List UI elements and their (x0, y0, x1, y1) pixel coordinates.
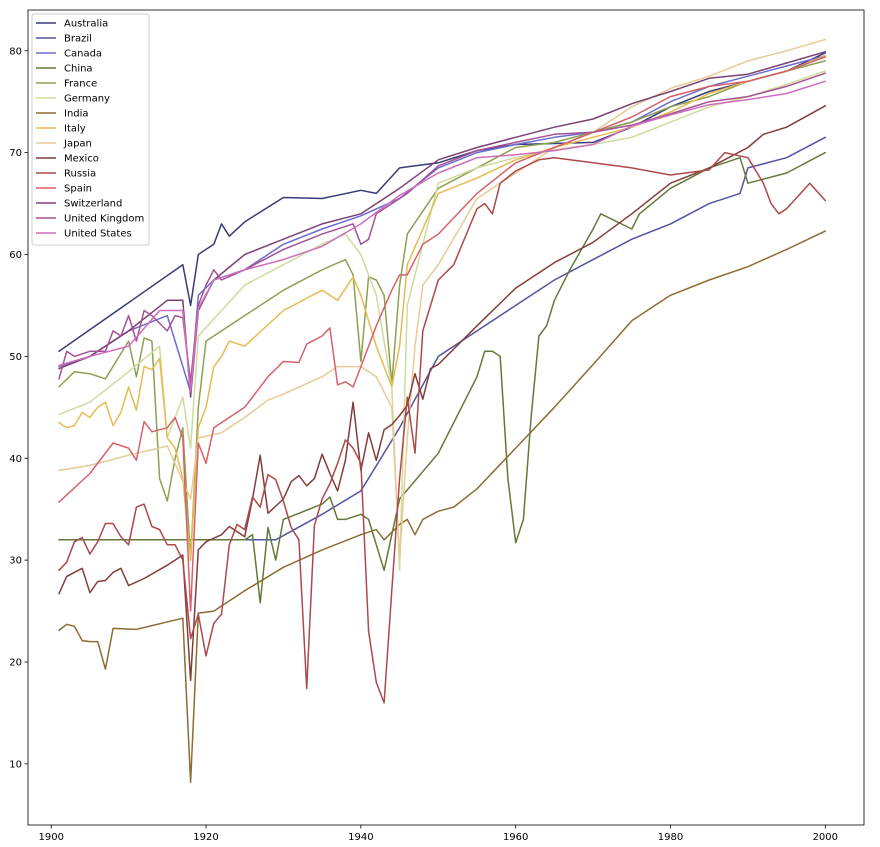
legend-frame (31, 13, 150, 246)
y-tick-label: 70 (9, 148, 22, 159)
legend-label-japan: Japan (63, 139, 92, 150)
x-tick-label: 2000 (813, 832, 838, 843)
series-line-india (58, 230, 827, 783)
plot-area (28, 10, 864, 825)
legend-label-switzerland: Switzerland (64, 199, 122, 210)
series-line-brazil (58, 136, 827, 541)
legend-label-brazil: Brazil (64, 34, 92, 45)
y-tick-label: 40 (9, 454, 22, 465)
series-line-germany (58, 70, 827, 572)
x-tick-label: 1940 (348, 832, 373, 843)
series-line-russia (58, 151, 827, 704)
series-line-united-states (58, 80, 827, 393)
series-line-spain (58, 56, 827, 612)
x-tick-label: 1960 (503, 832, 528, 843)
legend-label-russia: Russia (64, 169, 96, 180)
x-tick-label: 1900 (38, 832, 63, 843)
x-tick-label: 1980 (658, 832, 683, 843)
legend-label-italy: Italy (64, 124, 86, 135)
series-line-switzerland (58, 51, 827, 398)
legend-label-united-kingdom: United Kingdom (64, 214, 144, 225)
series-line-japan (58, 38, 827, 561)
series-line-china (58, 151, 827, 604)
series-line-australia (58, 52, 827, 353)
legend-label-mexico: Mexico (64, 154, 99, 165)
series-line-france (58, 60, 827, 561)
y-tick-label: 80 (9, 46, 22, 57)
x-tick-label: 1920 (193, 832, 218, 843)
y-tick-label: 20 (9, 658, 22, 669)
legend-label-china: China (64, 64, 93, 75)
legend-label-canada: Canada (64, 49, 102, 60)
legend-label-germany: Germany (64, 94, 110, 105)
y-tick-label: 60 (9, 250, 22, 261)
y-tick-label: 30 (9, 556, 22, 567)
legend-label-united-states: United States (64, 229, 132, 240)
legend-label-france: France (64, 79, 97, 90)
series-line-mexico (58, 105, 827, 682)
legend-label-spain: Spain (64, 184, 92, 195)
legend-label-india: India (64, 109, 89, 120)
y-tick-label: 50 (9, 352, 22, 363)
y-tick-label: 10 (9, 759, 22, 770)
series-layer (58, 38, 827, 783)
legend: Australia Brazil Canada China France Germany I… (31, 13, 150, 246)
legend-label-australia: Australia (64, 19, 108, 30)
axes-layer: 1900 1920 1940 1960 1980 2000 10 20 30 40 50 60 70 80 (9, 9, 865, 843)
axes-frame (27, 9, 865, 826)
